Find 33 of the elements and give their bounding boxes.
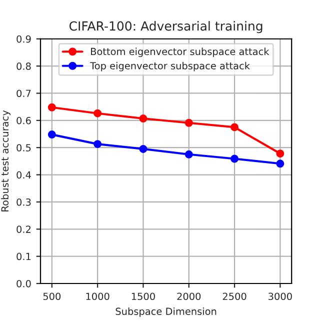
y-tick-label: 0.7 xyxy=(16,90,31,98)
y-tick-label: 0.6 xyxy=(16,116,31,124)
y-tick-label: 0.5 xyxy=(16,144,31,152)
y-tick-label: 0.8 xyxy=(16,62,31,70)
legend-label: Top eigenvector subspace attack xyxy=(90,62,250,72)
y-tick-label: 0.3 xyxy=(16,198,31,206)
y-tick-label: 0.4 xyxy=(16,171,31,179)
y-tick-label: 0.0 xyxy=(16,280,31,288)
y-tick-label: 0.1 xyxy=(16,252,31,260)
legend-label: Bottom eigenvector subspace attack xyxy=(91,48,270,58)
x-tick-label: 500 xyxy=(43,292,61,300)
point xyxy=(94,140,102,148)
point xyxy=(230,123,239,132)
x-tick-label: 1500 xyxy=(132,292,155,300)
point xyxy=(184,118,193,127)
point xyxy=(94,109,102,118)
y-tick-label: 0.2 xyxy=(16,226,30,233)
y-axis-title: Robust test accuracy xyxy=(1,110,10,212)
x-tick-label: 1000 xyxy=(86,292,110,300)
point xyxy=(184,150,193,158)
point xyxy=(276,150,284,158)
point xyxy=(276,160,284,168)
point xyxy=(139,144,148,153)
point xyxy=(48,130,56,139)
chart-title: CIFAR-100: Adversarial training xyxy=(69,21,262,34)
x-axis-title: Subspace Dimension xyxy=(116,307,216,317)
x-tick-label: 2000 xyxy=(177,292,201,300)
y-tick-label: 0.9 xyxy=(16,35,31,43)
x-tick-label: 2500 xyxy=(222,292,246,300)
x-tick-label: 3000 xyxy=(268,292,292,300)
point xyxy=(48,103,56,112)
point xyxy=(139,114,148,123)
point xyxy=(230,154,239,163)
